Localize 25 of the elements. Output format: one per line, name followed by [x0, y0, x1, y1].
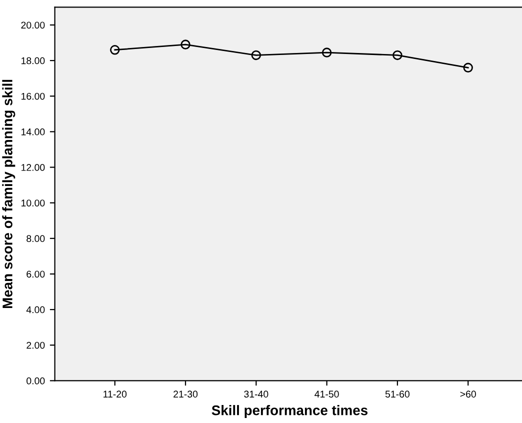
y-tick-label: 20.00 [21, 22, 45, 29]
x-tick-label: >60 [460, 390, 476, 398]
point [110, 45, 120, 55]
point [392, 50, 402, 60]
x-tick-label: 11-20 [104, 390, 127, 398]
point [322, 48, 332, 58]
y-tick-label: 14.00 [22, 128, 45, 136]
y-tick-label: 18.00 [22, 57, 45, 64]
point [251, 50, 262, 60]
x-tick-label: 21-30 [174, 390, 198, 398]
y-tick-label: 16.00 [22, 92, 45, 100]
y-tick-label: 0.00 [26, 377, 45, 384]
y-tick-label: 8.00 [26, 235, 45, 242]
y-tick-label: 4.00 [26, 306, 45, 314]
y-axis-title: Mean score of family planning skill [2, 80, 16, 308]
point [463, 62, 473, 73]
x-tick-label: 41-50 [314, 390, 339, 398]
x-tick-label: 51-60 [385, 390, 410, 398]
x-axis-title: Skill performance times [212, 405, 368, 418]
y-tick-label: 10.00 [22, 200, 45, 206]
x-tick-label: 31-40 [244, 390, 268, 398]
y-tick-label: 12.00 [22, 164, 45, 171]
y-tick-label: 6.00 [26, 270, 45, 278]
y-tick-label: 2.00 [26, 342, 45, 349]
point [180, 40, 190, 50]
